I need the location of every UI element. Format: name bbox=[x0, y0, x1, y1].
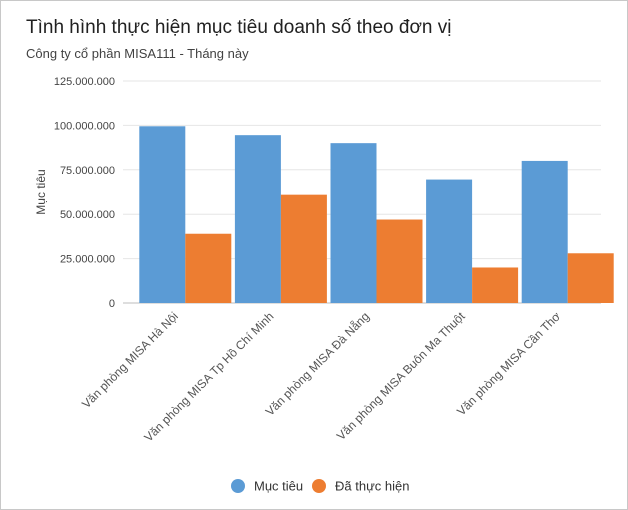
y-tick-label: 0 bbox=[109, 298, 115, 310]
y-tick-label: 75.000.000 bbox=[60, 165, 115, 177]
bar-muc-tieu[interactable] bbox=[139, 126, 186, 304]
legend-swatch[interactable] bbox=[231, 479, 245, 493]
legend-swatch[interactable] bbox=[312, 479, 326, 493]
y-axis-ticks: 0 25.000.000 50.000.000 75.000.000 100.000.0… bbox=[54, 76, 115, 310]
bar-da-thuc-hien[interactable] bbox=[376, 219, 423, 303]
bar-da-thuc-hien[interactable] bbox=[567, 253, 614, 303]
chart-title: Tình hình thực hiện mục tiêu doanh số th… bbox=[26, 17, 452, 38]
y-tick-label: 25.000.000 bbox=[60, 254, 115, 266]
y-tick-label: 50.000.000 bbox=[60, 209, 115, 221]
bar-muc-tieu[interactable] bbox=[330, 143, 377, 303]
x-category-label: Văn phòng MISA Đà Nẵng bbox=[262, 309, 372, 419]
legend-label[interactable]: Mục tiêu bbox=[254, 479, 303, 494]
bar-muc-tieu[interactable] bbox=[234, 135, 281, 303]
bar-da-thuc-hien[interactable] bbox=[185, 233, 232, 303]
y-axis-label: Mục tiêu bbox=[34, 169, 48, 214]
x-category-label: Văn phòng MISA Cần Thơ bbox=[454, 309, 563, 418]
bar-muc-tieu[interactable] bbox=[426, 179, 473, 303]
y-tick-label: 125.000.000 bbox=[54, 76, 115, 88]
chart-subtitle: Công ty cổ phần MISA111 - Tháng này bbox=[26, 46, 249, 61]
legend: Mục tiêu Đã thực hiện bbox=[231, 479, 409, 494]
legend-label[interactable]: Đã thực hiện bbox=[335, 479, 409, 494]
bars bbox=[139, 126, 614, 304]
bar-muc-tieu[interactable] bbox=[521, 160, 568, 303]
y-tick-label: 100.000.000 bbox=[54, 120, 115, 132]
bar-da-thuc-hien[interactable] bbox=[280, 194, 327, 303]
bar-da-thuc-hien[interactable] bbox=[472, 267, 519, 303]
x-category-label: Văn phòng MISA Hà Nội bbox=[79, 309, 181, 411]
